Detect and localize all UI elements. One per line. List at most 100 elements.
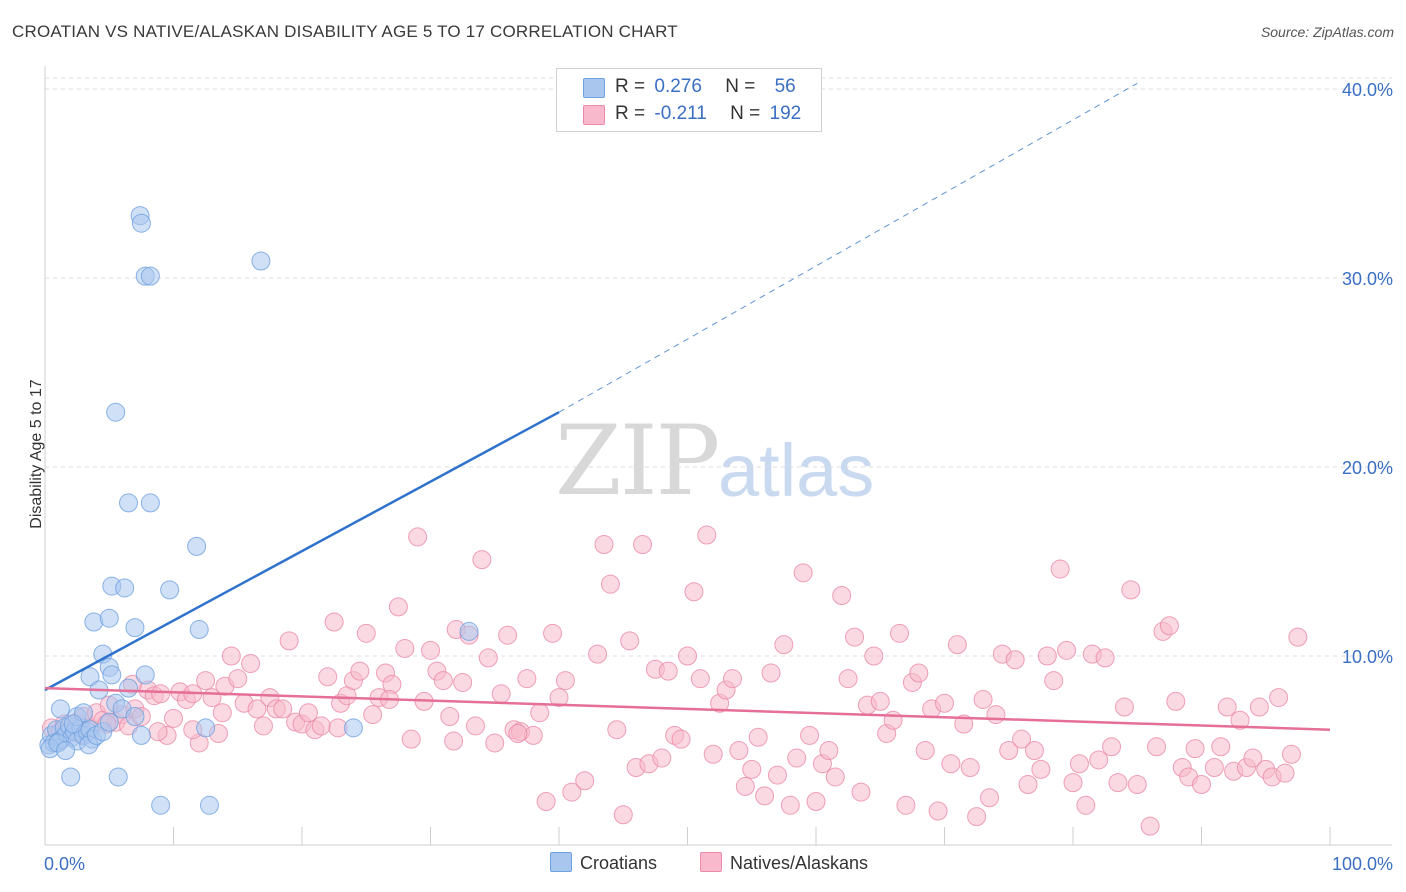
data-point-natives — [767, 765, 787, 785]
data-point-natives — [1121, 580, 1141, 600]
data-point-natives — [600, 574, 620, 594]
data-point-natives — [1095, 648, 1115, 668]
data-point-natives — [1230, 710, 1250, 730]
y-tick-label: 20.0% — [1342, 458, 1393, 478]
data-point-natives — [973, 689, 993, 709]
data-point-natives — [196, 671, 216, 691]
data-point-natives — [1204, 758, 1224, 778]
bottom-legend-swatch-croatians — [550, 852, 572, 872]
data-point-natives — [909, 663, 929, 683]
data-point-natives — [1031, 759, 1051, 779]
data-point-natives — [148, 722, 168, 742]
data-point-natives — [491, 684, 511, 704]
data-point-natives — [478, 648, 498, 668]
data-point-natives — [819, 741, 839, 760]
data-point-natives — [530, 703, 550, 723]
data-point-natives — [999, 741, 1019, 760]
data-point-natives — [247, 699, 267, 719]
data-point-natives — [761, 663, 781, 683]
data-point-natives — [536, 792, 556, 812]
data-point-natives — [1024, 741, 1044, 760]
legend-n-label: N = — [730, 103, 761, 124]
data-point-natives — [800, 725, 820, 745]
data-point-natives — [690, 669, 710, 689]
data-point-natives — [845, 627, 865, 647]
data-point-natives — [221, 646, 241, 666]
data-point-natives — [658, 661, 678, 681]
legend-n-value: 56 — [774, 76, 796, 97]
data-point-natives — [671, 729, 691, 749]
data-point-natives — [253, 716, 273, 736]
data-point-natives — [1217, 697, 1237, 717]
data-point-croatians — [63, 714, 83, 734]
data-point-natives — [986, 705, 1006, 725]
data-point-natives — [241, 654, 261, 674]
data-point-natives — [607, 720, 627, 740]
data-point-natives — [864, 646, 884, 666]
data-point-natives — [465, 716, 485, 736]
chart-source: Source: ZipAtlas.com — [1260, 24, 1394, 40]
data-point-natives — [890, 623, 910, 643]
trend-line-croatians — [44, 411, 560, 692]
data-point-natives — [684, 582, 704, 602]
data-point-natives — [1288, 627, 1308, 647]
data-point-croatians — [80, 667, 100, 687]
data-point-natives — [960, 758, 980, 778]
data-point-natives — [1076, 795, 1096, 815]
data-point-natives — [722, 669, 742, 689]
data-point-natives — [1185, 739, 1205, 759]
data-point-croatians — [196, 718, 216, 738]
data-point-croatians — [140, 266, 160, 286]
data-point-natives — [453, 672, 473, 692]
data-point-croatians — [459, 621, 479, 641]
grid-lines — [45, 77, 1392, 657]
data-point-natives — [870, 691, 890, 711]
data-point-croatians — [199, 795, 219, 815]
data-point-natives — [1275, 763, 1295, 783]
trend-lines — [44, 82, 1331, 731]
data-point-natives — [433, 671, 453, 691]
x-tick-label: 0.0% — [44, 854, 85, 874]
data-point-croatians — [187, 536, 207, 556]
data-point-natives — [273, 699, 293, 719]
data-point-natives — [1063, 773, 1083, 793]
data-point-natives — [151, 684, 171, 704]
data-point-croatians — [50, 699, 70, 719]
data-point-croatians — [151, 795, 171, 815]
data-point-natives — [1192, 775, 1211, 795]
data-point-croatians — [102, 665, 122, 685]
data-point-natives — [735, 776, 755, 796]
bottom-legend-swatch-natives — [700, 852, 722, 872]
legend-r-label: R = — [615, 103, 646, 124]
data-point-natives — [967, 807, 987, 827]
data-point-natives — [324, 612, 344, 632]
data-point-natives — [697, 525, 717, 545]
data-point-natives — [1108, 773, 1128, 793]
tick-labels: 10.0% 20.0% 30.0% 40.0% 0.0% 100.0% — [44, 80, 1393, 874]
data-point-croatians — [99, 608, 119, 628]
data-point-natives — [633, 534, 653, 554]
data-point-natives — [408, 527, 428, 547]
data-point-natives — [915, 741, 935, 760]
data-point-croatians — [99, 712, 119, 732]
data-point-natives — [1127, 775, 1147, 795]
data-point-natives — [1114, 697, 1134, 717]
data-point-natives — [755, 786, 775, 806]
data-point-natives — [388, 597, 408, 617]
data-point-croatians — [56, 741, 76, 760]
series-natives-points — [41, 525, 1308, 836]
bottom-legend-label-croatians: Croatians — [580, 853, 658, 873]
data-point-natives — [421, 640, 440, 660]
data-point-croatians — [125, 706, 145, 726]
data-point-natives — [1012, 729, 1032, 749]
data-point-natives — [1269, 688, 1289, 708]
data-point-natives — [401, 729, 421, 749]
data-point-natives — [350, 661, 370, 681]
data-point-croatians — [140, 493, 160, 513]
data-point-natives — [356, 623, 376, 643]
data-point-croatians — [343, 718, 363, 738]
data-point-natives — [703, 744, 723, 764]
data-point-natives — [1057, 640, 1077, 660]
data-point-natives — [1044, 671, 1064, 691]
